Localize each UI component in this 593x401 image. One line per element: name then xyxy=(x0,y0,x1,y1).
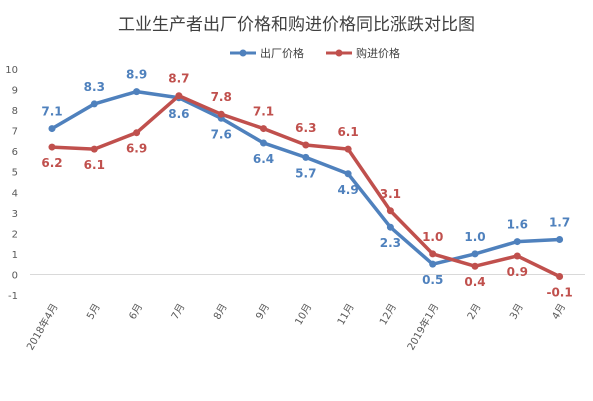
data-label: 1.6 xyxy=(507,218,528,232)
x-tick-label: 12月 xyxy=(377,302,399,328)
data-label: 4.9 xyxy=(337,183,358,197)
x-tick-label: 5月 xyxy=(84,302,103,322)
data-label: 0.4 xyxy=(464,275,485,289)
data-label: 0.5 xyxy=(422,273,443,287)
x-tick-label: 8月 xyxy=(211,302,230,322)
data-point xyxy=(471,262,479,270)
data-point xyxy=(386,223,394,231)
data-label: 1.7 xyxy=(549,216,570,230)
data-point xyxy=(48,143,56,151)
y-tick-label: 4 xyxy=(12,188,18,199)
data-label: 7.1 xyxy=(41,105,62,119)
data-point xyxy=(344,145,352,153)
data-point xyxy=(471,250,479,258)
x-tick-label: 2018年4月 xyxy=(23,301,60,352)
legend-label: 购进价格 xyxy=(356,46,400,60)
data-point xyxy=(260,139,267,147)
data-label: 3.1 xyxy=(380,187,401,201)
data-point xyxy=(175,92,183,100)
data-point xyxy=(344,170,352,178)
y-tick-label: 5 xyxy=(12,168,18,179)
y-tick-label: 3 xyxy=(12,209,18,220)
legend-swatch-marker xyxy=(239,49,247,57)
data-point xyxy=(217,110,225,118)
data-point xyxy=(556,273,564,281)
data-point xyxy=(386,207,394,215)
data-point xyxy=(556,236,564,244)
y-tick-label: 10 xyxy=(5,65,18,76)
data-point xyxy=(429,250,437,258)
x-tick-label: 6月 xyxy=(127,302,146,322)
data-point xyxy=(513,238,521,246)
data-label: 8.6 xyxy=(168,107,189,121)
x-tick-label: 4月 xyxy=(550,302,569,322)
data-label: -0.1 xyxy=(546,286,572,300)
data-point xyxy=(513,252,521,260)
y-tick-label: 8 xyxy=(12,106,18,117)
data-label: 0.9 xyxy=(507,265,528,279)
data-point xyxy=(260,125,267,133)
data-point xyxy=(133,88,141,96)
x-tick-label: 9月 xyxy=(254,302,273,322)
x-tick-label: 10月 xyxy=(293,302,315,328)
data-label: 6.1 xyxy=(337,125,358,139)
x-tick-label: 3月 xyxy=(507,302,526,322)
x-tick-label: 7月 xyxy=(169,302,188,322)
legend-swatch-marker xyxy=(335,49,343,57)
y-tick-label: 1 xyxy=(12,250,18,261)
data-label: 1.0 xyxy=(422,230,443,244)
data-label: 8.3 xyxy=(84,80,105,94)
data-label: 1.0 xyxy=(464,230,485,244)
x-tick-label: 2月 xyxy=(465,302,484,322)
y-tick-label: 2 xyxy=(12,229,18,240)
data-label: 7.1 xyxy=(253,105,274,119)
data-label: 2.3 xyxy=(380,236,401,250)
x-tick-label: 2019年1月 xyxy=(404,301,441,352)
y-tick-label: 0 xyxy=(12,270,18,281)
legend-label: 出厂价格 xyxy=(260,46,304,60)
data-label: 8.9 xyxy=(126,68,147,82)
data-label: 7.6 xyxy=(211,127,232,141)
y-tick-label: 7 xyxy=(12,127,18,138)
data-label: 8.7 xyxy=(168,72,189,86)
data-point xyxy=(133,129,141,137)
data-point xyxy=(48,125,56,133)
data-label: 5.7 xyxy=(295,166,316,180)
data-point xyxy=(302,153,310,161)
chart-title: 工业生产者出厂价格和购进价格同比涨跌对比图 xyxy=(118,15,475,35)
data-label: 6.4 xyxy=(253,152,274,166)
data-point xyxy=(302,141,310,149)
x-tick-label: 11月 xyxy=(335,302,357,328)
y-tick-label: 9 xyxy=(12,86,18,97)
y-tick-label: -1 xyxy=(8,291,18,302)
data-point xyxy=(90,100,98,108)
data-label: 6.1 xyxy=(84,158,105,172)
data-label: 6.3 xyxy=(295,121,316,135)
data-label: 6.2 xyxy=(41,156,62,170)
y-tick-label: 6 xyxy=(12,147,18,158)
data-label: 6.9 xyxy=(126,142,147,156)
data-point xyxy=(90,145,98,153)
data-point xyxy=(429,260,437,268)
data-label: 7.8 xyxy=(211,90,232,104)
